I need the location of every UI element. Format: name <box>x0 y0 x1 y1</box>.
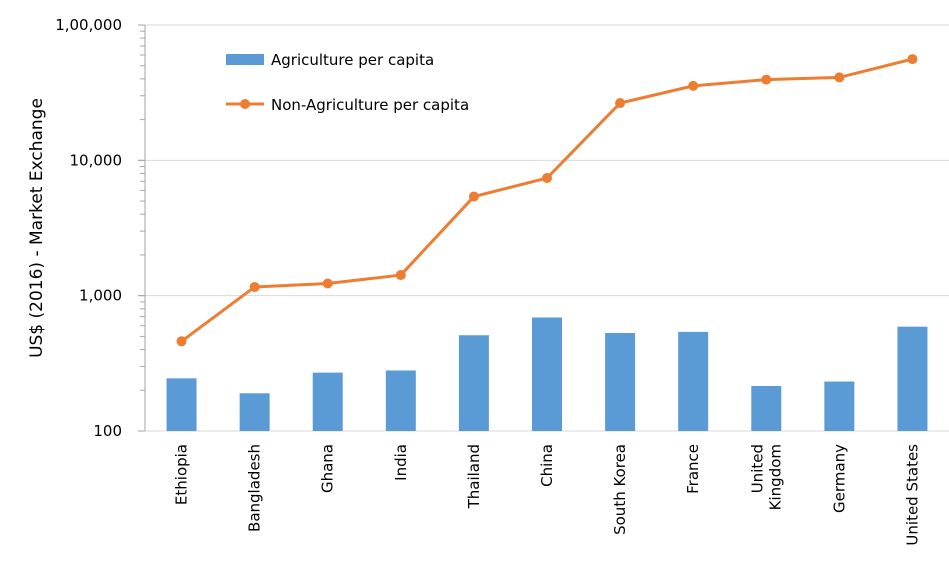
x-category-label: United States <box>903 444 921 546</box>
x-category-label: China <box>538 444 556 487</box>
bar-agriculture <box>385 370 416 431</box>
y-tick-label: 100 <box>93 422 122 440</box>
x-category-label: Ghana <box>319 444 337 493</box>
point-non-agriculture <box>395 270 406 281</box>
bar-agriculture <box>458 335 489 431</box>
x-category-label: South Korea <box>611 444 629 535</box>
bar-agriculture <box>532 317 562 431</box>
bar-agriculture <box>239 393 270 431</box>
point-non-agriculture <box>834 72 845 83</box>
legend-label-non-agriculture: Non-Agriculture per capita <box>271 96 469 114</box>
point-non-agriculture <box>542 173 552 184</box>
y-tick-labels: 100 1,000 10,000 1,00,000 <box>55 16 122 440</box>
legend: Agriculture per capita Non-Agriculture p… <box>226 51 469 114</box>
x-category-label: India <box>392 444 410 481</box>
x-category-label: Germany <box>830 444 848 513</box>
x-category-label: France <box>684 444 702 494</box>
point-non-agriculture <box>688 80 699 91</box>
y-tick-label: 10,000 <box>70 151 123 169</box>
x-category-label: Kingdom <box>766 444 784 510</box>
point-non-agriculture <box>907 54 918 65</box>
point-non-agriculture <box>468 191 479 202</box>
bar-agriculture <box>678 331 709 431</box>
bar-agriculture <box>824 381 855 431</box>
y-axis <box>138 24 146 432</box>
x-category-label: Thailand <box>465 444 483 509</box>
bar-agriculture <box>897 326 928 431</box>
bar-agriculture <box>312 372 343 431</box>
y-tick-label: 1,00,000 <box>55 16 122 34</box>
legend-bar-swatch <box>226 54 264 65</box>
point-non-agriculture <box>322 278 333 289</box>
legend-line-marker <box>240 99 250 109</box>
point-non-agriculture <box>615 98 626 109</box>
x-category-label: Bangladesh <box>246 444 264 532</box>
line-series <box>176 54 918 347</box>
bar-agriculture <box>751 386 782 431</box>
bar-agriculture <box>605 332 636 431</box>
point-non-agriculture <box>761 74 772 85</box>
category-labels: Ethiopia Bangladesh Ghana India Thailand Chin… <box>173 444 922 546</box>
y-axis-title: US$ (2016) - Market Exchange <box>27 98 47 358</box>
point-non-agriculture <box>176 336 187 347</box>
x-category-label: Ethiopia <box>173 444 191 505</box>
point-non-agriculture <box>249 281 260 292</box>
legend-label-agriculture: Agriculture per capita <box>271 51 434 69</box>
bar-series <box>166 317 928 431</box>
x-category-label: United <box>748 444 766 493</box>
y-tick-label: 1,000 <box>79 287 122 305</box>
bar-agriculture <box>166 378 197 431</box>
